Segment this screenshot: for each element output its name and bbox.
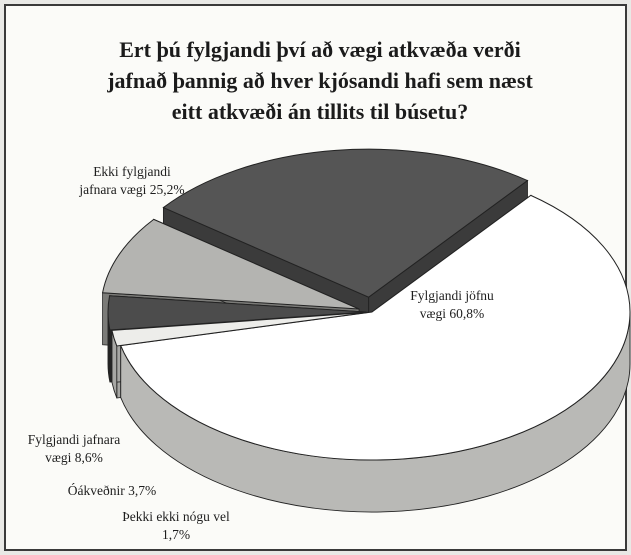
pie-slice bbox=[120, 194, 631, 461]
chart-title: Ert þú fylgjandi því að vægi atkvæða ver… bbox=[106, 37, 533, 124]
title-line: Ert þú fylgjandi því að vægi atkvæða ver… bbox=[119, 37, 521, 62]
slice-label-line: Þekki ekki nógu vel bbox=[122, 509, 230, 524]
pie-slice bbox=[107, 295, 367, 331]
slice-label: Þekki ekki nógu vel 1,7% bbox=[122, 509, 230, 542]
slice-label-line: 1,7% bbox=[162, 527, 190, 542]
slice-label: Óákveðnir 3,7% bbox=[68, 483, 156, 498]
slice-label-line: vægi 8,6% bbox=[45, 450, 103, 465]
pie-slice bbox=[162, 148, 529, 298]
pie-slice bbox=[111, 311, 369, 347]
slice-label-line: jafnara vægi 25,2% bbox=[78, 182, 184, 197]
slice-label-line: vægi 60,8% bbox=[420, 306, 485, 321]
slice-label-line: Fylgjandi jafnara bbox=[28, 432, 121, 447]
slice-label: Fylgjandi jafnara vægi 8,6% bbox=[28, 432, 121, 465]
title-line: eitt atkvæði án tillits til búsetu? bbox=[172, 99, 468, 124]
slice-label: Fylgjandi jöfnu vægi 60,8% bbox=[410, 288, 494, 321]
slice-label: Ekki fylgjandi jafnara vægi 25,2% bbox=[78, 164, 184, 197]
pie-slice bbox=[101, 218, 360, 310]
slice-label-line: Ekki fylgjandi bbox=[93, 164, 171, 179]
slice-label-line: Fylgjandi jöfnu bbox=[410, 288, 494, 303]
slice-label-line: Óákveðnir 3,7% bbox=[68, 483, 156, 498]
title-line: jafnað þannig að hver kjósandi hafi sem … bbox=[106, 68, 533, 93]
